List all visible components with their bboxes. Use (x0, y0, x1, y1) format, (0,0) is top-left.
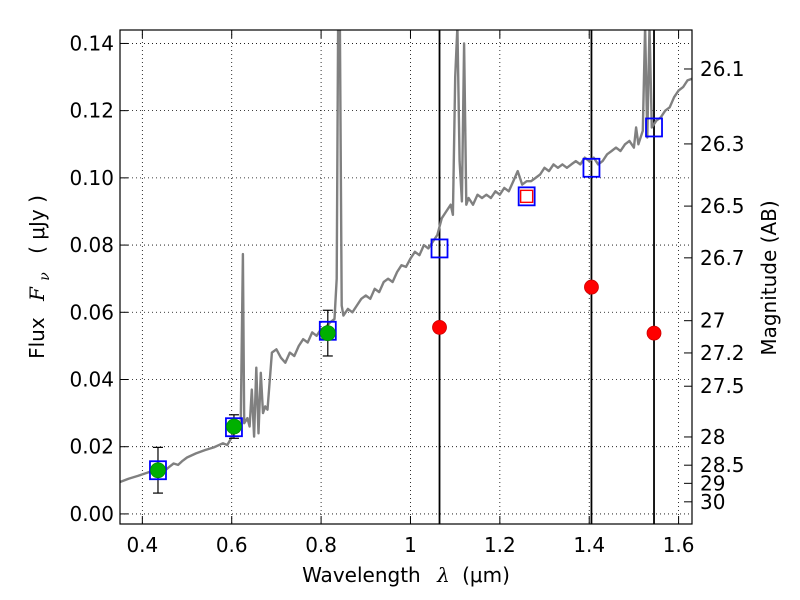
x-tick-label: 1.2 (484, 533, 516, 557)
model-photometry-square (517, 186, 536, 207)
y-tick-label: 0.12 (69, 99, 114, 123)
upper-limit-point (646, 325, 662, 341)
x-tick-label: 1 (404, 533, 417, 557)
y-tick-label: 0.00 (69, 502, 114, 526)
y2-axis-label: Magnitude (AB) (757, 200, 781, 355)
y-tick-label: 0.04 (69, 367, 114, 391)
x-tick-label: 1.6 (663, 533, 695, 557)
mag-tick-label: 26.3 (700, 132, 745, 156)
y-axis-label: Flux F ν ( μJy ) (25, 195, 54, 359)
x-tick-label: 0.6 (216, 533, 248, 557)
axis-ticks: 0.4 0.6 0.8 1 1.2 1.4 1.6 0.00 0.02 0.04 0.06 0.08 0… (69, 30, 745, 557)
y-axis-label-prefix: Flux (25, 317, 49, 359)
y-axis-label-sub: ν (37, 272, 53, 281)
model-photometry-square (225, 417, 243, 438)
observed-flux-point (226, 418, 242, 435)
y-tick-label: 0.14 (69, 31, 114, 55)
mag-tick-label: 26.1 (700, 57, 745, 81)
plot-area (120, 30, 692, 494)
mag-tick-label: 30 (700, 490, 725, 514)
y-tick-label: 0.06 (69, 300, 114, 324)
mag-tick-label: 29 (700, 471, 725, 495)
y-axis-label-symbol: F (25, 286, 49, 302)
x-tick-label: 0.8 (305, 533, 337, 557)
observed-flux-point (319, 325, 336, 342)
plot-frame (119, 29, 693, 525)
grid-lines (120, 30, 692, 524)
model-photometry-square (430, 238, 449, 259)
upper-limit-point (432, 320, 447, 335)
mag-tick-label: 27.2 (700, 341, 745, 365)
observed-flux-point (150, 462, 166, 479)
mag-tick-label: 28 (700, 425, 725, 449)
red-square-marker (519, 189, 534, 204)
model-photometry-square (645, 117, 663, 138)
x-axis-label-unit: (μm) (462, 563, 510, 587)
mag-tick-label: 27.5 (700, 374, 745, 398)
model-photometry-square (149, 460, 167, 481)
x-axis-label-prefix: Wavelength (302, 563, 421, 587)
upper-limit-point (584, 279, 599, 295)
model-spectrum-line (120, 30, 692, 484)
y-tick-label: 0.02 (69, 435, 114, 459)
x-tick-label: 0.4 (126, 533, 158, 557)
mag-tick-label: 27 (700, 309, 725, 333)
y-tick-label: 0.08 (69, 233, 114, 257)
mag-tick-label: 26.5 (700, 194, 745, 218)
vertical-lines (438, 30, 655, 524)
x-axis-label: Wavelength λ (μm) (302, 563, 510, 587)
x-tick-label: 1.4 (573, 533, 605, 557)
y-tick-label: 0.10 (69, 166, 114, 190)
mag-tick-label: 28.5 (700, 453, 745, 477)
model-photometry-square (582, 157, 601, 178)
y-axis-label-unit: ( μJy ) (25, 195, 49, 254)
mag-tick-label: 26.7 (700, 246, 745, 270)
x-axis-label-lambda: λ (436, 563, 450, 587)
